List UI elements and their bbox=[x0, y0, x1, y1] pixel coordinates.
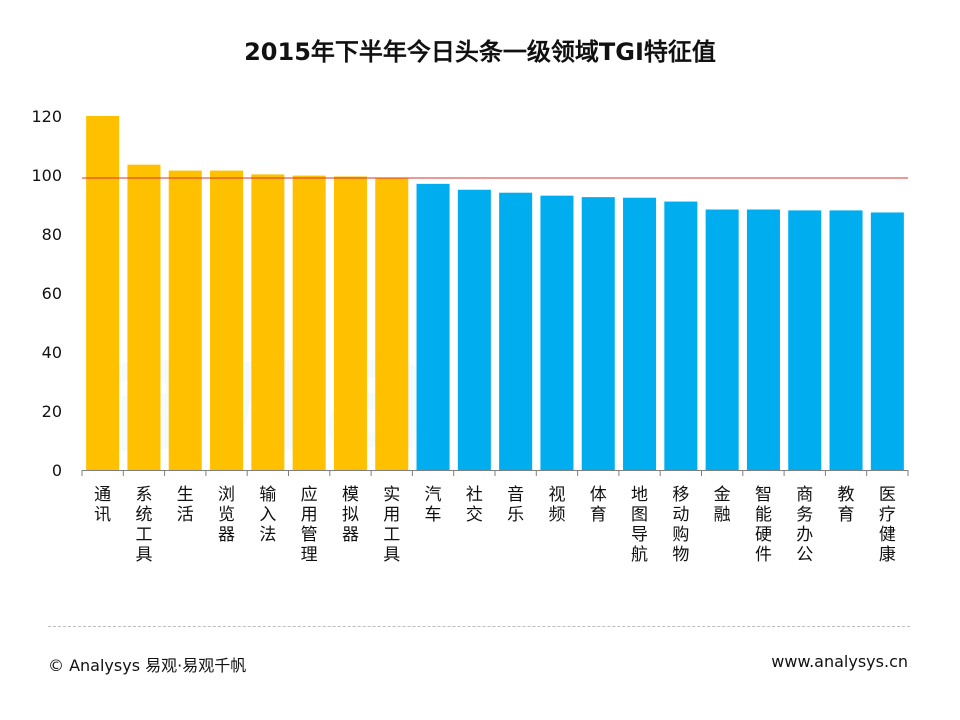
x-tick-label: 应用管理 bbox=[301, 485, 318, 565]
x-tick-label: 生活 bbox=[177, 485, 194, 525]
bar bbox=[581, 197, 615, 470]
bar bbox=[829, 210, 863, 470]
bar bbox=[499, 192, 533, 470]
bar bbox=[375, 177, 409, 470]
bar bbox=[292, 175, 326, 470]
y-tick-label: 20 bbox=[42, 402, 62, 421]
x-tick-label: 智能硬件 bbox=[755, 485, 772, 565]
footer-website: www.analysys.cn bbox=[771, 652, 908, 671]
bar bbox=[705, 209, 739, 470]
bar-chart: 0 20 40 60 80 100 120 通讯 系统工具 生活 浏览器 输入法 应用管理 模拟器 实用工具… bbox=[31, 107, 909, 565]
bar bbox=[540, 195, 574, 470]
bar bbox=[127, 164, 161, 471]
y-tick-label: 60 bbox=[42, 284, 62, 303]
bar bbox=[416, 183, 450, 470]
bar bbox=[664, 201, 698, 471]
bar bbox=[251, 174, 285, 470]
x-tick-label: 汽车 bbox=[425, 485, 442, 525]
bar bbox=[333, 176, 367, 470]
x-tick-label: 系统工具 bbox=[135, 485, 152, 565]
x-tick-label: 输入法 bbox=[259, 485, 276, 545]
y-tick-label: 80 bbox=[42, 225, 62, 244]
bar bbox=[788, 210, 822, 470]
y-tick-label: 0 bbox=[52, 461, 62, 480]
bar bbox=[86, 116, 120, 470]
bar bbox=[623, 197, 657, 470]
x-tick-label: 实用工具 bbox=[383, 485, 400, 565]
x-tick-label: 通讯 bbox=[94, 485, 111, 525]
x-tick-label: 金融 bbox=[714, 485, 731, 525]
x-tick-label: 商务办公 bbox=[796, 485, 813, 565]
x-tick-label: 医疗健康 bbox=[879, 485, 896, 565]
x-tick-label: 地图导航 bbox=[631, 485, 648, 565]
bar bbox=[746, 209, 780, 470]
x-tick-label: 体育 bbox=[590, 485, 607, 525]
bar bbox=[870, 212, 904, 470]
footer-copyright: © Analysys 易观·易观千帆 bbox=[48, 656, 247, 675]
y-tick-label: 100 bbox=[31, 166, 62, 185]
chart-title: 2015年下半年今日头条一级领域TGI特征值 bbox=[244, 38, 716, 66]
y-tick-label: 120 bbox=[31, 107, 62, 126]
x-tick-label: 社交 bbox=[466, 485, 483, 525]
bar bbox=[210, 170, 244, 470]
x-tick-label: 浏览器 bbox=[218, 485, 235, 545]
x-tick-label: 模拟器 bbox=[342, 485, 359, 545]
bar bbox=[457, 189, 491, 470]
x-tick-label: 视频 bbox=[548, 485, 565, 525]
x-tick-label: 移动购物 bbox=[672, 485, 689, 565]
bar bbox=[168, 170, 202, 470]
footer-divider bbox=[48, 626, 910, 627]
x-tick-label: 音乐 bbox=[507, 485, 524, 525]
x-tick-label: 教育 bbox=[838, 485, 855, 525]
y-tick-label: 40 bbox=[42, 343, 62, 362]
